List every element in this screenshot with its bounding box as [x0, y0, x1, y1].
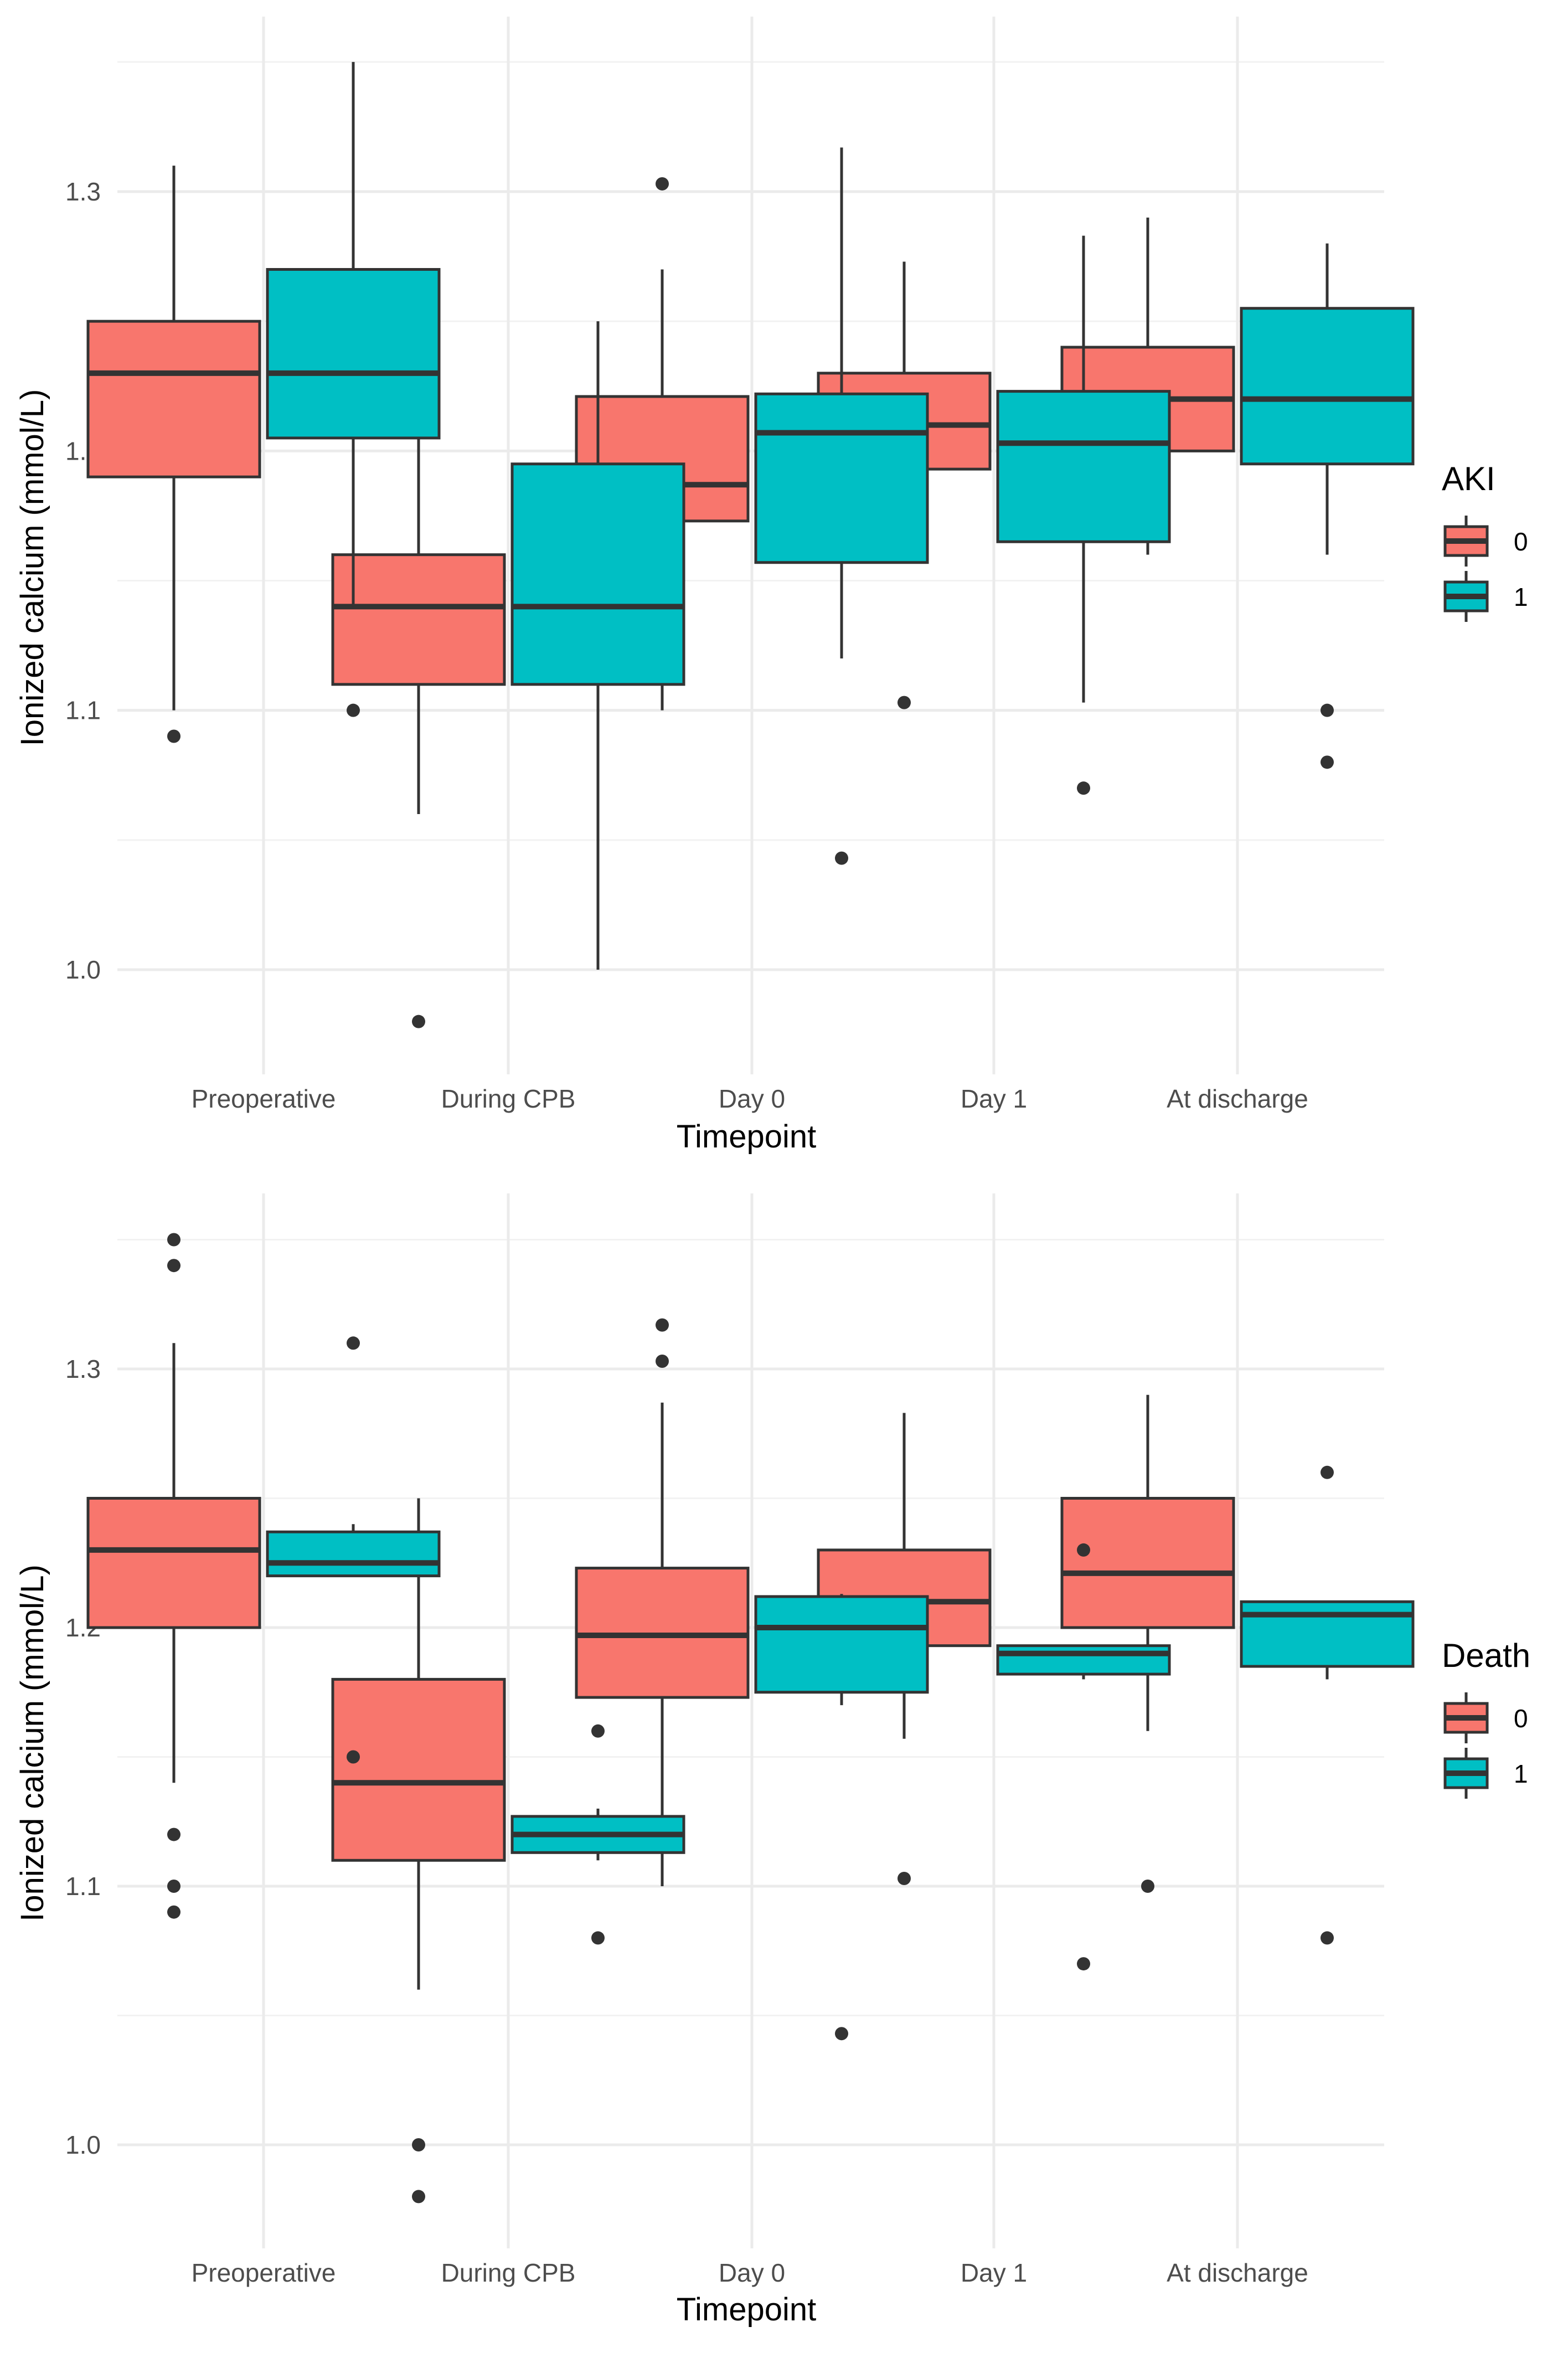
box-death-0-2: [575, 1318, 750, 1886]
legend-title: Death: [1442, 1637, 1530, 1674]
outlier-point: [167, 1828, 180, 1841]
box-body: [86, 1497, 261, 1629]
outlier-point: [591, 1724, 605, 1738]
x-axis-title: Timepoint: [677, 1119, 817, 1155]
box-body: [510, 462, 685, 686]
y-tick-label: 1.0: [65, 2130, 101, 2159]
outlier-point: [656, 1318, 669, 1332]
x-axis-title: Timepoint: [677, 2292, 817, 2328]
box-aki-0-0: [86, 166, 261, 743]
outlier-point: [898, 1871, 911, 1885]
x-tick-label: Preoperative: [192, 2258, 336, 2287]
outlier-point: [1321, 703, 1334, 717]
y-tick-label: 1.3: [65, 1355, 101, 1383]
box-death-1-3: [996, 1543, 1171, 1971]
box-body: [1240, 1600, 1415, 1668]
x-tick-label: Preoperative: [192, 1084, 336, 1113]
box-death-1-1: [510, 1724, 685, 1945]
outlier-point: [1077, 781, 1090, 795]
legend-label: 0: [1514, 1704, 1528, 1733]
box-body: [266, 268, 441, 440]
legend-label: 1: [1514, 583, 1528, 611]
outlier-point: [898, 696, 911, 709]
legend-label: 1: [1514, 1759, 1528, 1788]
box-death-1-0: [266, 1336, 441, 1764]
x-tick-label: Day 0: [719, 2258, 785, 2287]
outlier-point: [1077, 1543, 1090, 1557]
box-body: [1060, 1497, 1235, 1629]
outlier-point: [167, 1880, 180, 1893]
legend-key-0: [1443, 1692, 1489, 1743]
box-body: [331, 553, 506, 686]
box-body: [1240, 307, 1415, 466]
x-tick-label: During CPB: [441, 1084, 576, 1113]
x-tick-label: Day 0: [719, 1084, 785, 1113]
x-tick-label: At discharge: [1167, 2258, 1308, 2287]
x-tick-label: During CPB: [441, 2258, 576, 2287]
outlier-point: [1077, 1957, 1090, 1971]
legend: Death 0 1: [1442, 1637, 1530, 1799]
box-aki-1-0: [266, 61, 441, 717]
y-axis-title: Ionized calcium (mmol/L): [14, 1564, 50, 1922]
box-death-0-0: [86, 1233, 261, 1919]
box-body: [754, 392, 929, 564]
box-death-1-4: [1240, 1465, 1415, 1945]
box-aki-1-1: [510, 321, 685, 970]
box-body: [996, 1644, 1171, 1676]
box-body: [996, 390, 1171, 543]
box-body: [754, 1595, 929, 1694]
x-tick-label: Day 1: [961, 2258, 1027, 2287]
y-axis-title: Ionized calcium (mmol/L): [14, 389, 50, 747]
outlier-point: [1141, 1880, 1154, 1893]
outlier-point: [167, 1259, 180, 1273]
box-aki-1-2: [754, 147, 929, 865]
outlier-point: [412, 2190, 425, 2204]
legend-key-1: [1443, 571, 1489, 622]
outlier-point: [167, 1233, 180, 1247]
x-tick-label: At discharge: [1167, 1084, 1308, 1113]
outlier-point: [835, 2027, 848, 2041]
legend: AKI 0 1: [1442, 460, 1528, 622]
box-body: [331, 1677, 506, 1862]
outlier-point: [347, 703, 360, 717]
legend-key-0: [1443, 516, 1489, 567]
y-tick-label: 1.3: [65, 177, 101, 206]
outlier-point: [1321, 755, 1334, 769]
box-aki-1-4: [1240, 243, 1415, 769]
outlier-point: [167, 729, 180, 743]
box-death-1-2: [754, 1594, 929, 2041]
outlier-point: [656, 1354, 669, 1368]
outlier-point: [412, 2138, 425, 2151]
box-death-0-4: [1060, 1394, 1235, 1893]
outlier-point: [656, 177, 669, 191]
box-aki-0-1: [331, 341, 506, 1028]
outlier-point: [167, 1905, 180, 1919]
outlier-point: [347, 1750, 360, 1764]
x-tick-label: Day 1: [961, 1084, 1027, 1113]
outlier-point: [412, 1015, 425, 1028]
box-body: [86, 320, 261, 478]
legend-label: 0: [1514, 527, 1528, 556]
outlier-point: [591, 1931, 605, 1945]
y-tick-label: 1.1: [65, 1872, 101, 1901]
legend-key-1: [1443, 1748, 1489, 1799]
outlier-point: [835, 851, 848, 865]
y-tick-label: 1.1: [65, 696, 101, 725]
box-body: [266, 1530, 441, 1578]
box-aki-1-3: [996, 235, 1171, 795]
box-death-0-1: [331, 1498, 506, 2204]
outlier-point: [347, 1336, 360, 1350]
y-tick-label: 1.0: [65, 955, 101, 984]
legend-title: AKI: [1442, 460, 1495, 497]
outlier-point: [1321, 1931, 1334, 1945]
outlier-point: [1321, 1465, 1334, 1479]
